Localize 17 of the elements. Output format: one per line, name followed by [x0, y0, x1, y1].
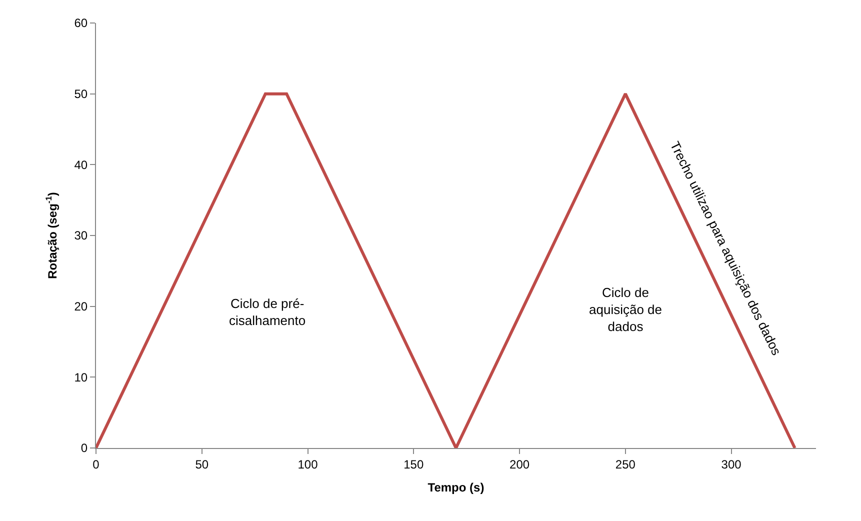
y-tick-label: 40 — [74, 158, 88, 172]
y-tick-label: 60 — [74, 16, 88, 30]
x-tick-label: 50 — [195, 457, 209, 472]
x-tick-label: 200 — [510, 457, 530, 472]
x-tick-label: 0 — [92, 457, 100, 472]
y-tick-label: 50 — [74, 87, 88, 102]
y-tick-label: 0 — [80, 441, 88, 456]
annotation: Ciclo de pré- cisalhamento — [229, 296, 306, 328]
x-tick-label: 250 — [615, 457, 636, 472]
x-tick-label: 150 — [404, 457, 424, 472]
annotation: Ciclo de aquisição de dados — [589, 285, 662, 334]
y-tick-label: 10 — [74, 370, 88, 384]
y-tick-label: 30 — [74, 228, 88, 243]
y-tick-label: 20 — [74, 300, 88, 314]
x-tick-label: 300 — [721, 457, 742, 472]
x-axis-title: Tempo (s) — [428, 480, 484, 494]
x-tick-label: 100 — [298, 457, 318, 472]
